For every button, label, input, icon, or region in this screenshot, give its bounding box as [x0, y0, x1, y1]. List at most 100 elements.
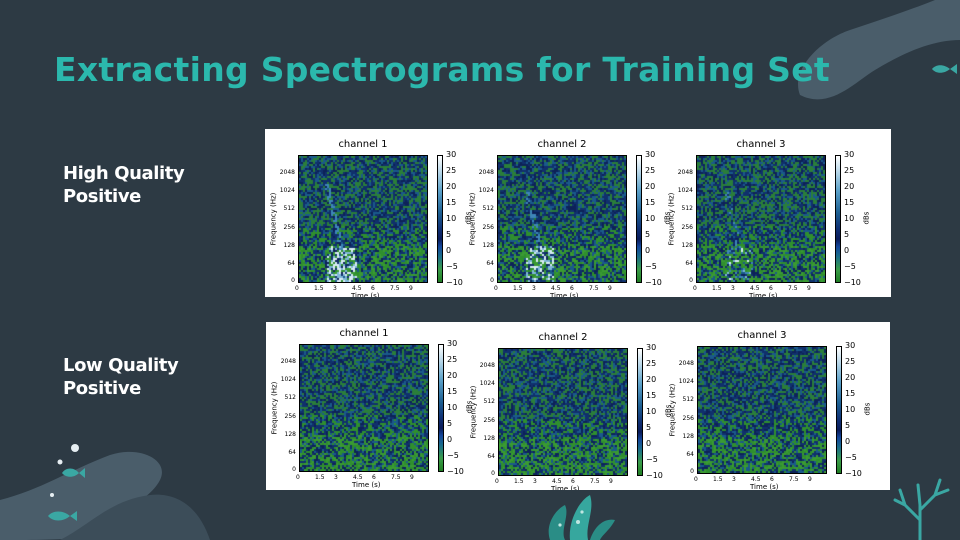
- channel-title: channel 3: [736, 139, 786, 150]
- x-axis-label: Time (s): [551, 485, 580, 490]
- colorbar: [438, 344, 444, 472]
- colorbar-tick-label: −5: [645, 262, 657, 271]
- spectrogram-heatmap: [300, 345, 428, 471]
- colorbar-tick-label: 30: [447, 339, 458, 348]
- colorbar: [835, 155, 841, 283]
- small-fish-icon: [62, 468, 85, 478]
- x-tick-label: 4.5: [353, 474, 363, 481]
- colorbar-tick-label: 5: [845, 421, 851, 430]
- row-label-line2: Positive: [63, 378, 141, 399]
- x-tick-label: 0: [694, 476, 698, 483]
- y-tick-label: 1024: [678, 378, 694, 385]
- x-tick-label: 4.5: [750, 285, 760, 292]
- colorbar-tick-label: −5: [446, 262, 458, 271]
- y-tick-label: 128: [681, 242, 693, 249]
- x-tick-label: 7.5: [590, 478, 600, 485]
- x-tick-label: 1.5: [514, 478, 524, 485]
- colorbar-tick-label: 5: [446, 230, 452, 239]
- colorbar-tick-label: 30: [645, 150, 656, 159]
- colorbar-tick-label: 20: [447, 371, 458, 380]
- x-tick-label: 7.5: [589, 285, 599, 292]
- x-tick-label: 6: [570, 285, 574, 292]
- spectrogram-channel-2: channel 2 Frequency (Hz) 2048 1024 512 256 128…: [464, 135, 671, 297]
- y-tick-label: 256: [284, 413, 296, 420]
- y-tick-label: 256: [682, 415, 694, 422]
- colorbar: [437, 155, 443, 283]
- y-tick-label: 64: [686, 451, 694, 458]
- y-tick-label: 64: [287, 260, 295, 267]
- x-tick-label: 4.5: [352, 285, 362, 292]
- colorbar-label: dBs: [863, 402, 872, 416]
- y-tick-label: 64: [486, 260, 494, 267]
- y-tick-label: 0: [491, 470, 495, 477]
- y-tick-label: 512: [682, 396, 694, 403]
- y-tick-label: 1024: [280, 376, 296, 383]
- spectrogram-heatmap: [698, 347, 826, 473]
- x-tick-label: 1.5: [713, 476, 723, 483]
- spectrogram-heatmap: [697, 156, 825, 282]
- spectrogram-plot: [498, 348, 628, 476]
- x-tick-label: 9: [807, 285, 811, 292]
- colorbar-tick-label: −10: [844, 278, 861, 287]
- seaweed-bottom-left-decoration: [0, 444, 210, 540]
- seaweed-blob-decoration: [798, 0, 960, 100]
- y-axis-label: Frequency (Hz): [468, 192, 477, 246]
- colorbar-tick-label: 15: [447, 387, 458, 396]
- channel-title: channel 1: [339, 328, 389, 339]
- colorbar-tick-label: −5: [845, 453, 857, 462]
- y-tick-label: 1024: [677, 187, 693, 194]
- spectrogram-heatmap: [498, 156, 626, 282]
- y-tick-label: 256: [483, 417, 495, 424]
- y-tick-label: 128: [283, 242, 295, 249]
- row-label-line1: Low Quality: [63, 355, 179, 376]
- spectrogram-panel-high-quality: channel 1 Frequency (Hz) 2048 1024 512 256 128…: [265, 129, 891, 297]
- y-tick-label: 128: [284, 431, 296, 438]
- colorbar-tick-label: 5: [645, 230, 651, 239]
- colorbar-tick-label: 15: [646, 391, 657, 400]
- x-tick-label: 9: [609, 478, 613, 485]
- colorbar-tick-label: −10: [446, 278, 463, 287]
- colorbar-tick-label: 0: [845, 437, 851, 446]
- spectrogram-heatmap: [299, 156, 427, 282]
- colorbar: [836, 346, 842, 474]
- y-tick-label: 256: [482, 224, 494, 231]
- colorbar: [637, 348, 643, 476]
- x-axis-label: Time (s): [351, 292, 380, 297]
- colorbar-tick-label: 20: [646, 375, 657, 384]
- colorbar-tick-label: 0: [645, 246, 651, 255]
- x-tick-label: 3: [334, 474, 338, 481]
- colorbar-tick-label: −10: [447, 467, 464, 476]
- y-tick-label: 512: [482, 205, 494, 212]
- x-tick-label: 7.5: [788, 285, 798, 292]
- colorbar-tick-label: 10: [845, 405, 856, 414]
- x-tick-label: 6: [571, 478, 575, 485]
- x-tick-label: 9: [608, 285, 612, 292]
- x-tick-label: 0: [495, 478, 499, 485]
- colorbar-tick-label: −10: [645, 278, 662, 287]
- y-tick-label: 1024: [479, 380, 495, 387]
- y-tick-label: 0: [292, 466, 296, 473]
- colorbar-tick-label: −5: [447, 451, 459, 460]
- x-tick-label: 3: [732, 476, 736, 483]
- y-tick-label: 256: [283, 224, 295, 231]
- x-tick-label: 6: [372, 474, 376, 481]
- colorbar-tick-label: 0: [447, 435, 453, 444]
- colorbar-tick-label: 20: [845, 373, 856, 382]
- y-tick-label: 0: [490, 277, 494, 284]
- y-tick-label: 2048: [678, 360, 694, 367]
- y-tick-label: 128: [682, 433, 694, 440]
- channel-title: channel 2: [538, 332, 588, 343]
- colorbar-tick-label: −5: [844, 262, 856, 271]
- channel-title: channel 1: [338, 139, 388, 150]
- y-tick-label: 128: [482, 242, 494, 249]
- colorbar-tick-label: 10: [446, 214, 457, 223]
- x-axis-label: Time (s): [352, 481, 381, 489]
- colorbar-tick-label: 25: [646, 359, 657, 368]
- y-tick-label: 2048: [677, 169, 693, 176]
- colorbar-tick-label: 15: [645, 198, 656, 207]
- x-tick-label: 3: [731, 285, 735, 292]
- colorbar-tick-label: 10: [645, 214, 656, 223]
- y-tick-label: 2048: [279, 169, 295, 176]
- spectrogram-channel-2: channel 2 Frequency (Hz) 2048 1024 512 256 128…: [465, 328, 672, 490]
